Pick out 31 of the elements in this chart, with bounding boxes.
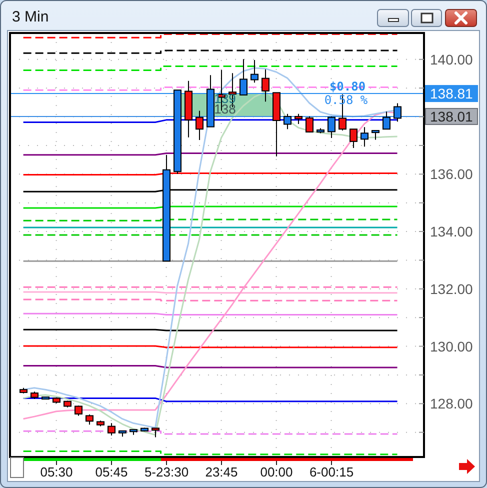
x-tick-label: 05:45 [95, 464, 128, 480]
y-tick-label: 130.00 [430, 338, 474, 354]
candlestick [152, 428, 160, 438]
y-tick-label: 140.00 [430, 51, 474, 68]
candlestick [394, 102, 402, 122]
x-tick-label: 23:45 [205, 464, 238, 480]
ref-line-label: 138.81 [430, 86, 474, 102]
candlestick [306, 116, 314, 134]
ref-line-label: 138.01 [430, 108, 474, 124]
candlestick [86, 414, 94, 426]
y-tick-label: 128.00 [430, 396, 474, 412]
y-tick-label: 132.00 [430, 280, 474, 297]
candlestick [360, 126, 368, 148]
x-tick-label: 05:30 [40, 464, 73, 480]
candlestick [262, 68, 270, 102]
y-tick-label: 134.00 [430, 224, 474, 240]
candlestick [240, 58, 248, 96]
candlestick [350, 128, 358, 149]
candlestick [294, 113, 302, 124]
chart-title: 3 Min [12, 8, 49, 26]
candlestick [382, 111, 390, 130]
x-tick-label: 6-00:15 [309, 464, 354, 480]
candlestick [284, 113, 292, 130]
candlestick [196, 110, 204, 141]
y-tick-label: 136.00 [430, 166, 474, 182]
candlestick [74, 405, 82, 416]
candlestick [250, 59, 258, 84]
x-tick-label: 5-23:30 [144, 464, 189, 480]
x-tick-label: 00:00 [260, 464, 293, 480]
candlestick [108, 422, 116, 436]
candlestick [328, 116, 336, 138]
